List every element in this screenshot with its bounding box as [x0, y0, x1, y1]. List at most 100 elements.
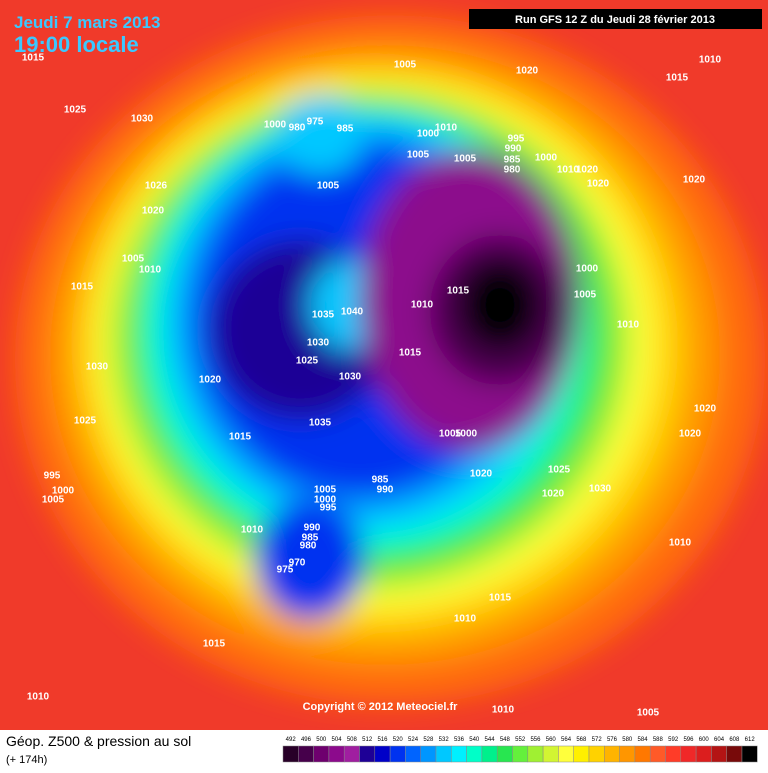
footer-lead: (+ 174h)	[6, 754, 47, 766]
isobar-label: 1015	[489, 593, 512, 604]
isobar-label: 1015	[229, 432, 252, 443]
scale-swatch	[343, 745, 360, 763]
isobar-label: 1035	[309, 418, 332, 429]
isobar-label: 1005	[314, 485, 337, 496]
scale-label: 508	[347, 737, 358, 743]
isobar-label: 1015	[203, 639, 226, 650]
isobar-label: 1020	[576, 165, 599, 176]
isobar-label: 990	[304, 523, 321, 534]
isobar-label: 1010	[435, 123, 458, 134]
isobar-label: 995	[44, 471, 61, 482]
scale-swatch	[527, 745, 544, 763]
isobar-label: 1000	[576, 264, 599, 275]
isobar-label: 1000	[314, 495, 337, 506]
isobar-label: 1010	[669, 538, 692, 549]
isobar-label: 1005	[122, 254, 145, 265]
isobar-label: 1010	[492, 705, 515, 716]
run-info: Run GFS 12 Z du Jeudi 28 février 2013	[515, 14, 715, 26]
scale-label: 540	[469, 737, 480, 743]
isobar-label: 1026	[145, 181, 168, 192]
scale-swatch	[558, 745, 574, 763]
isobar-label: 1005	[407, 150, 430, 161]
isobar-label: 1030	[339, 372, 362, 383]
scale-label: 536	[454, 737, 465, 743]
isobar-label: 1040	[341, 307, 364, 318]
scale-label: 548	[500, 737, 511, 743]
scale-swatch	[435, 745, 452, 763]
scale-label: 552	[515, 737, 526, 743]
isobar-label: 1010	[617, 320, 640, 331]
scale-swatch	[496, 745, 513, 763]
isobar-label: 1000	[455, 429, 478, 440]
scale-swatch	[604, 745, 620, 763]
scale-swatch	[665, 745, 682, 763]
scale-swatch	[282, 745, 299, 763]
isobar-label: 1000	[417, 129, 440, 140]
scale-label: 544	[485, 737, 496, 743]
isobar-label: 1005	[637, 708, 660, 719]
isobar-label: 1010	[699, 55, 722, 66]
scale-swatch	[389, 745, 406, 763]
isobar-label: 1015	[666, 73, 689, 84]
isobar-label: 1020	[679, 429, 702, 440]
isobar-labels: 1015102510301026102010051010101510301025…	[22, 53, 722, 719]
scale-label: 584	[638, 737, 649, 743]
isobar-label: 1005	[439, 429, 462, 440]
scale-label: 588	[653, 737, 664, 743]
isobar-label: 1010	[454, 614, 477, 625]
scale-label: 600	[699, 737, 710, 743]
isobar-label: 1015	[447, 286, 470, 297]
map-date: Jeudi 7 mars 2013	[14, 13, 160, 32]
scale-label: 504	[332, 737, 343, 743]
isobar-label: 985	[337, 124, 354, 135]
scale-swatch	[298, 745, 314, 763]
isobar-label: 1020	[199, 375, 222, 386]
isobar-label: 985	[504, 155, 521, 166]
isobar-label: 1010	[411, 300, 434, 311]
scale-swatch	[466, 745, 483, 763]
scale-swatch	[328, 745, 345, 763]
isobar-label: 1025	[296, 356, 319, 367]
copyright: Copyright © 2012 Meteociel.fr	[303, 701, 459, 713]
scale-label: 512	[362, 737, 373, 743]
scale-swatch	[542, 745, 559, 763]
isobar-label: 1020	[516, 66, 539, 77]
isobar-label: 985	[372, 475, 389, 486]
scale-label: 560	[546, 737, 557, 743]
isobar-label: 1025	[548, 465, 571, 476]
isobar-label: 975	[277, 565, 294, 576]
isobar-label: 970	[289, 558, 306, 569]
scale-label: 596	[683, 737, 694, 743]
isobar-label: 1015	[399, 348, 422, 359]
scale-label: 572	[592, 737, 603, 743]
scale-label: 612	[745, 737, 756, 743]
scale-swatch	[451, 745, 467, 763]
scale-swatch	[573, 745, 590, 763]
scale-label: 592	[668, 737, 679, 743]
scale-swatch	[374, 745, 391, 763]
scale-swatch	[359, 745, 376, 763]
isobar-label: 1030	[86, 362, 109, 373]
scale-label: 608	[729, 737, 740, 743]
scale-label: 528	[423, 737, 434, 743]
isobar-label: 1000	[52, 486, 75, 497]
isobar-label: 995	[508, 134, 525, 145]
isobar-label: 1035	[312, 310, 335, 321]
isobar-label: 1010	[139, 265, 162, 276]
isobar-label: 990	[505, 144, 522, 155]
map-time: 19:00 locale	[14, 32, 139, 57]
color-scale: 492 496 500 504 508 512 516 520 524 528 532 536 540 5…	[282, 737, 758, 763]
scale-label: 532	[439, 737, 450, 743]
isobar-label: 1020	[542, 489, 565, 500]
scale-swatch	[726, 745, 743, 763]
isobar-label: 1010	[557, 165, 580, 176]
isobar-label: 1010	[241, 525, 264, 536]
isobar-label: 995	[320, 503, 337, 514]
isobar-label: 1020	[142, 206, 165, 217]
scale-swatch	[649, 745, 666, 763]
scale-swatch	[680, 745, 697, 763]
isobar-label: 1000	[535, 153, 558, 164]
isobar-label: 1025	[74, 416, 97, 427]
scale-swatch	[711, 745, 727, 763]
